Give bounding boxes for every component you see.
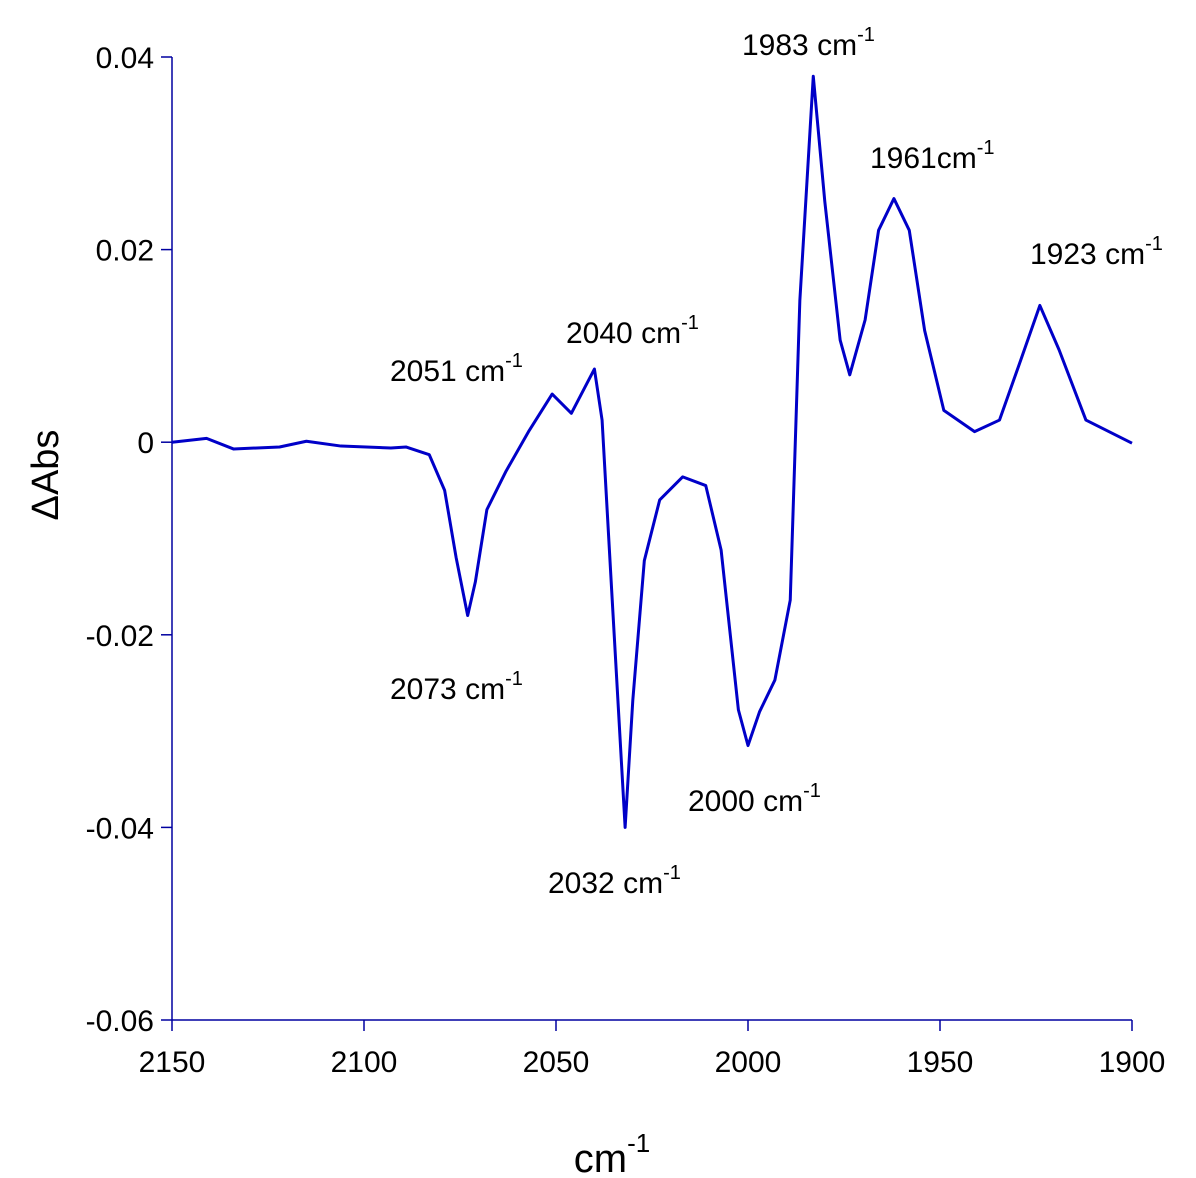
x-tick-label: 2000 [715,1046,782,1079]
peak-annotation: 2032 cm-1 [548,862,681,900]
peak-annotation: 1923 cm-1 [1030,233,1163,271]
x-axis-label-text: cm [574,1137,627,1178]
x-tick-label: 2150 [139,1046,206,1079]
peak-annotation-text: 2073 cm [390,673,505,706]
x-axis-label-sup: -1 [627,1128,650,1158]
peak-annotation-text: 2051 cm [390,355,505,388]
peak-annotation-text: 2032 cm [548,867,663,900]
x-tick-label: 1900 [1099,1046,1166,1079]
peak-annotation-text: 1961cm [870,142,977,175]
spectrum-line [171,74,1133,829]
y-tick-label: 0.04 [96,42,154,75]
peak-annotation: 1961cm-1 [870,137,995,175]
peak-annotation-text: 2040 cm [566,317,681,350]
peak-annotation-sup: -1 [505,668,523,690]
peak-annotation-text: 2000 cm [688,785,803,818]
peak-annotation-sup: -1 [1145,233,1163,255]
x-tick-label: 2050 [523,1046,590,1079]
x-tick-label: 1950 [907,1046,974,1079]
peak-annotation: 2051 cm-1 [390,350,523,388]
y-axis-label: ΔAbs [25,430,67,521]
x-tick-label: 2100 [331,1046,398,1079]
peak-annotation: 1983 cm-1 [742,24,875,62]
peak-annotation-text: 1983 cm [742,29,857,62]
peak-annotation-sup: -1 [803,780,821,802]
y-tick-label: -0.02 [86,620,154,653]
peak-annotation-sup: -1 [977,137,995,159]
peak-annotation-text: 1923 cm [1030,238,1145,271]
peak-annotation-sup: -1 [505,350,523,372]
peak-annotation-sup: -1 [857,24,875,46]
peak-annotation-sup: -1 [663,862,681,884]
peak-annotation-sup: -1 [681,312,699,334]
y-tick-label: -0.06 [86,1005,154,1038]
peak-annotation: 2040 cm-1 [566,312,699,350]
y-tick-label: 0 [137,427,154,460]
x-axis-label: cm-1 [574,1128,650,1178]
y-tick-label: -0.04 [86,812,154,845]
y-tick-label: 0.02 [96,235,154,268]
peak-annotation: 2000 cm-1 [688,780,821,818]
peak-annotation: 2073 cm-1 [390,668,523,706]
